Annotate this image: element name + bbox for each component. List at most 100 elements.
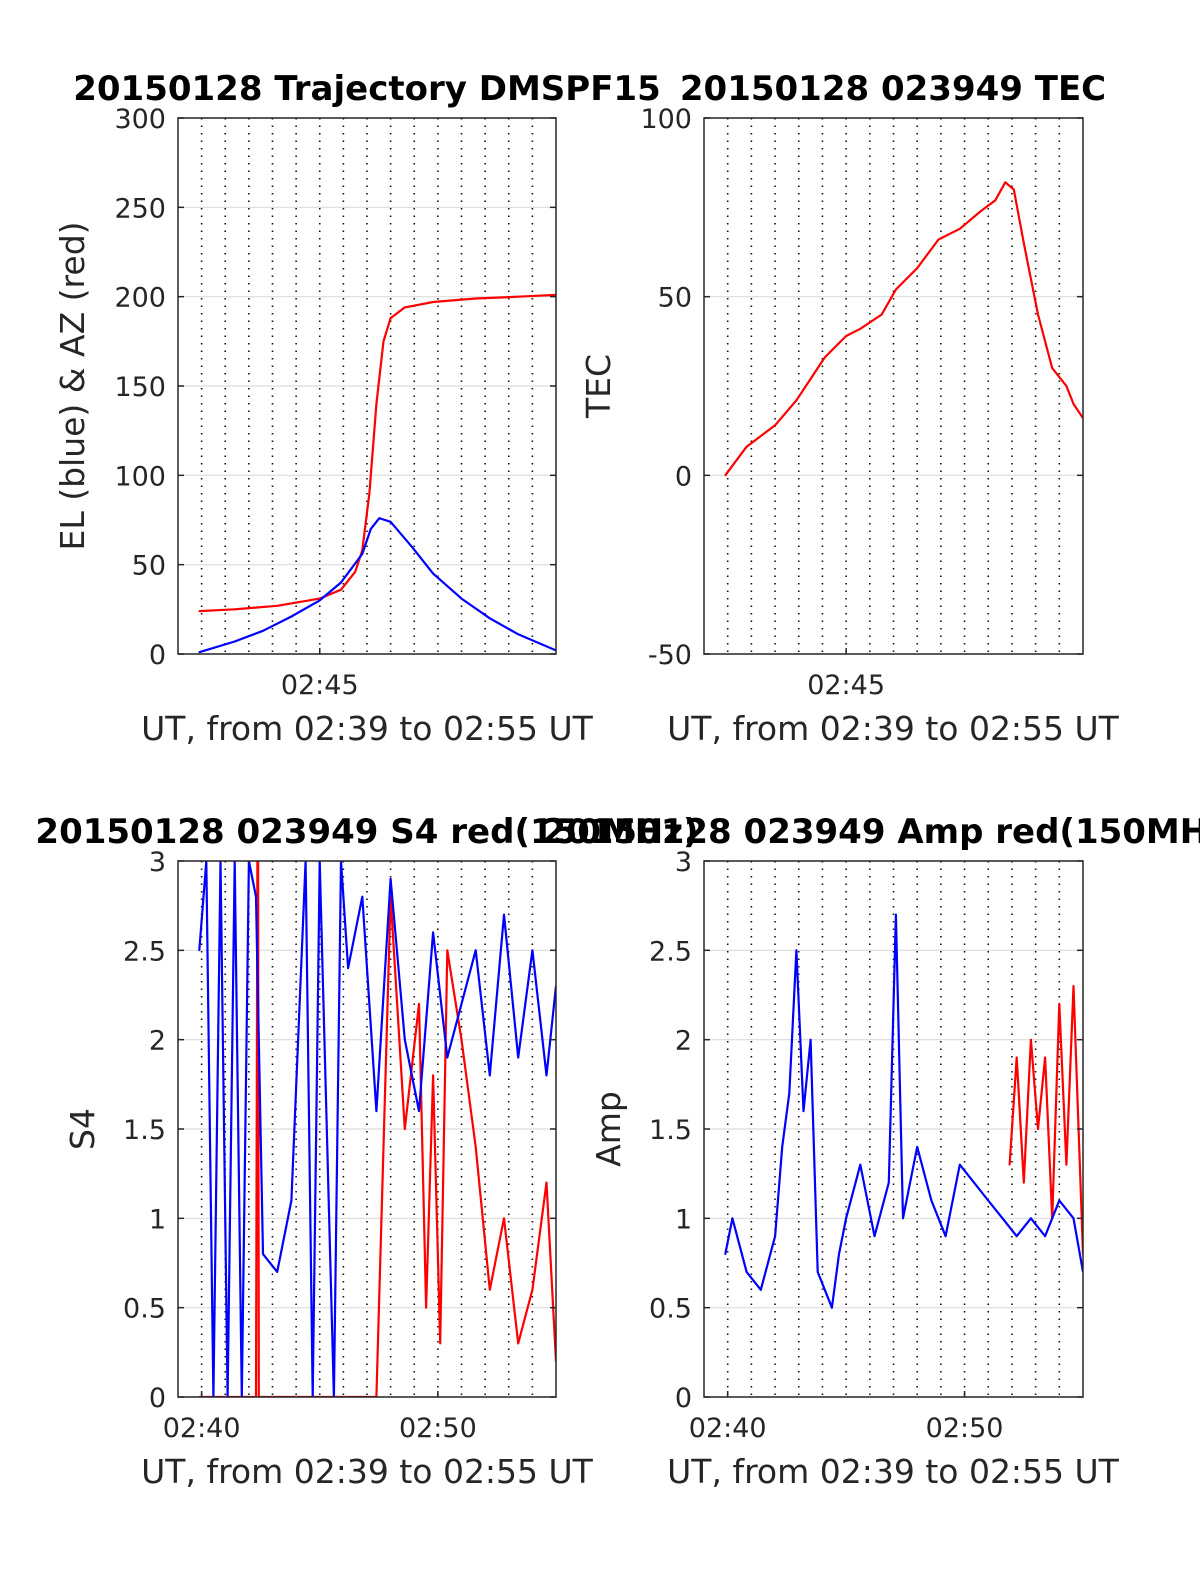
data-point-az: [517, 295, 520, 298]
data-point-amp_blue: [823, 1288, 826, 1291]
x-tick-label: 02:45: [807, 670, 885, 701]
y-tick-label: 300: [114, 104, 166, 135]
data-point-amp_blue: [859, 1163, 862, 1166]
data-point-amp_red: [1015, 1056, 1018, 1059]
data-point-amp_blue: [1001, 1217, 1004, 1220]
data-point-az: [375, 403, 378, 405]
data-point-s4_blue: [290, 1199, 293, 1202]
data-point-s4_red: [446, 949, 449, 952]
x-tick-label: 02:45: [281, 670, 359, 701]
data-point-amp_blue: [802, 1110, 805, 1112]
data-point-s4_blue: [474, 949, 477, 952]
data-point-tec: [880, 313, 883, 316]
data-point-amp_blue: [902, 1217, 904, 1220]
x-tick-label: 02:40: [689, 1413, 767, 1444]
data-point-amp_blue: [731, 1217, 734, 1220]
data-point-amp_blue: [987, 1199, 990, 1202]
data-point-s4_blue: [347, 967, 349, 970]
data-point-s4_blue: [262, 1253, 264, 1255]
y-tick-label: 100: [114, 461, 166, 492]
data-point-tec: [958, 227, 961, 230]
y-tick-label: 1: [149, 1204, 166, 1235]
series-line-el: [198, 517, 556, 654]
data-point-s4_blue: [460, 1003, 463, 1005]
data-point-el: [290, 615, 293, 618]
data-point-amp_red: [1037, 1128, 1039, 1130]
data-point-amp_blue: [745, 1271, 748, 1273]
data-point-amp_blue: [1015, 1235, 1018, 1238]
data-point-tec: [1022, 242, 1025, 245]
data-point-s4_blue: [361, 895, 364, 898]
data-point-amp_blue: [809, 1038, 812, 1041]
data-point-tec: [994, 199, 997, 202]
data-point-s4_red: [545, 1181, 548, 1184]
series-line-s4_blue: [198, 861, 556, 1397]
axes-box: [703, 117, 1084, 655]
data-point-amp_blue: [845, 1217, 847, 1220]
data-point-az: [382, 340, 385, 343]
data-point-s4_red: [425, 1306, 427, 1309]
data-point-s4_blue: [503, 913, 505, 916]
data-point-tec: [774, 424, 776, 427]
data-point-amp_blue: [958, 1163, 961, 1166]
data-point-s4_blue: [276, 1271, 279, 1273]
y-axis-label: TEC: [579, 354, 618, 419]
y-tick-label: 2: [675, 1026, 692, 1057]
data-point-amp_blue: [944, 1235, 947, 1238]
data-point-tec: [1072, 403, 1075, 405]
data-point-amp_blue: [887, 1181, 890, 1184]
data-point-az: [233, 608, 236, 611]
data-point-s4_blue: [403, 1038, 406, 1041]
y-tick-label: 3: [675, 847, 692, 878]
x-tick-label: 02:40: [163, 1413, 241, 1444]
y-tick-label: 100: [640, 104, 692, 135]
chart-title: 20150128 023949 TEC: [680, 69, 1106, 109]
data-point-amp_blue: [1044, 1235, 1046, 1238]
data-point-az: [340, 588, 342, 591]
data-point-el: [488, 617, 491, 620]
data-point-s4_red: [488, 1288, 491, 1291]
data-point-tec: [1004, 181, 1007, 184]
y-tick-label: 1.5: [649, 1115, 692, 1146]
data-point-amp_blue: [895, 913, 897, 916]
x-axis-label: UT, from 02:39 to 02:55 UT: [141, 709, 594, 748]
data-point-s4_blue: [432, 931, 434, 934]
data-point-amp_blue: [724, 1253, 727, 1255]
data-point-amp_blue: [1072, 1217, 1075, 1220]
data-point-el: [389, 520, 392, 523]
data-point-amp_blue: [916, 1146, 919, 1148]
y-tick-label: 0: [149, 1383, 166, 1414]
data-point-amp_red: [1058, 1003, 1061, 1005]
data-point-s4_red: [503, 1217, 505, 1220]
ticks: 0 0.5 1 1.5 2 2.5 3 02:40 02:50: [123, 847, 556, 1444]
data-point-s4_blue: [531, 949, 534, 952]
data-point-az: [474, 297, 477, 300]
data-point-s4_blue: [389, 878, 392, 880]
data-point-tec: [745, 445, 748, 448]
data-point-amp_blue: [1058, 1199, 1061, 1202]
ticks: -50 0 50 100 02:45: [640, 104, 1083, 701]
panel-tec: -50 0 50 100 02:45 20150128 023949 TEC UT, f…: [579, 69, 1120, 748]
data-point-s4_red: [517, 1342, 520, 1345]
data-point-amp_blue: [973, 1181, 975, 1184]
data-point-el: [369, 528, 372, 530]
y-tick-label: -50: [648, 640, 692, 671]
y-tick-label: 150: [114, 372, 166, 403]
data-point-amp_blue: [774, 1235, 776, 1238]
y-tick-label: 2.5: [123, 936, 166, 967]
data-point-az: [198, 610, 201, 612]
panel-s4: 0 0.5 1 1.5 2 2.5 3 02:40 02:50 20150128 023949 …: [35, 812, 698, 1491]
data-point-az: [389, 317, 392, 319]
data-point-s4_red: [460, 1038, 463, 1041]
y-tick-label: 2.5: [649, 936, 692, 967]
data-point-el: [460, 597, 463, 600]
data-point-tec: [724, 474, 727, 477]
data-point-tec: [937, 238, 940, 241]
data-point-az: [432, 301, 434, 303]
data-point-el: [378, 517, 381, 520]
data-point-s4_blue: [375, 1110, 378, 1112]
data-point-s4_red: [531, 1288, 534, 1291]
data-point-amp_blue: [759, 1288, 762, 1291]
data-point-amp_red: [1072, 985, 1075, 987]
